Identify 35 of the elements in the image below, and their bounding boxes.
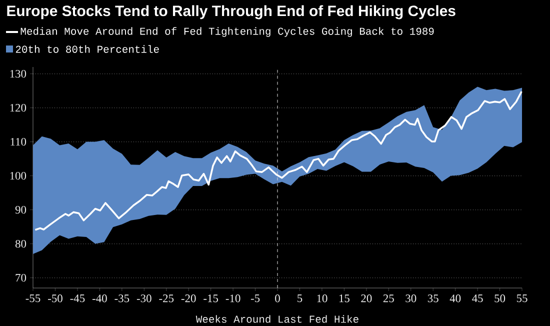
x-tick-label: -50	[48, 294, 62, 302]
x-tick-label: 40	[450, 294, 461, 302]
y-tick-label: 120	[10, 104, 26, 112]
x-tick-label: -45	[70, 294, 85, 302]
y-tick-label: 130	[10, 70, 26, 78]
x-tick-label: -30	[136, 294, 152, 302]
y-tick-label: 80	[15, 240, 26, 248]
x-tick-label: 50	[494, 294, 506, 302]
x-tick-label: -15	[204, 294, 218, 302]
x-tick-label: 5	[298, 294, 302, 302]
line-series	[34, 90, 522, 231]
x-axis-title: Weeks Around Last Fed Hike	[196, 315, 358, 323]
x-tick-label: -55	[26, 294, 40, 302]
x-tick-label: -10	[226, 294, 240, 302]
x-tick-label: -35	[114, 294, 130, 302]
x-tick-label: 20	[361, 294, 372, 302]
x-tick-label: 45	[472, 294, 483, 302]
x-tick-label: 0	[275, 294, 280, 302]
legend-label: 20th to 80th Percentile	[16, 45, 159, 53]
y-tick-label: 90	[15, 206, 26, 214]
x-tick-label: 55	[516, 294, 528, 302]
y-tick-label: 70	[16, 274, 26, 282]
y-tick-label: 110	[10, 138, 26, 146]
x-tick-label: 10	[317, 294, 328, 302]
x-tick-label: 25	[383, 294, 394, 302]
x-tick-label: 30	[406, 294, 416, 302]
x-tick-label: -40	[92, 294, 107, 302]
x-tick-label: 35	[428, 294, 438, 302]
legend-label: Median Move Around End of Fed Tightening Cycles Going Back to 1989	[20, 27, 434, 37]
chart-title: Europe Stocks Tend to Rally Through End of Fed Hiking Cycles	[7, 5, 456, 20]
x-tick-label: -25	[159, 294, 174, 302]
y-tick-label: 100	[10, 172, 26, 180]
x-tick-label: -20	[181, 294, 196, 302]
x-tick-label: 15	[339, 294, 350, 302]
x-tick-label: -5	[250, 294, 260, 302]
